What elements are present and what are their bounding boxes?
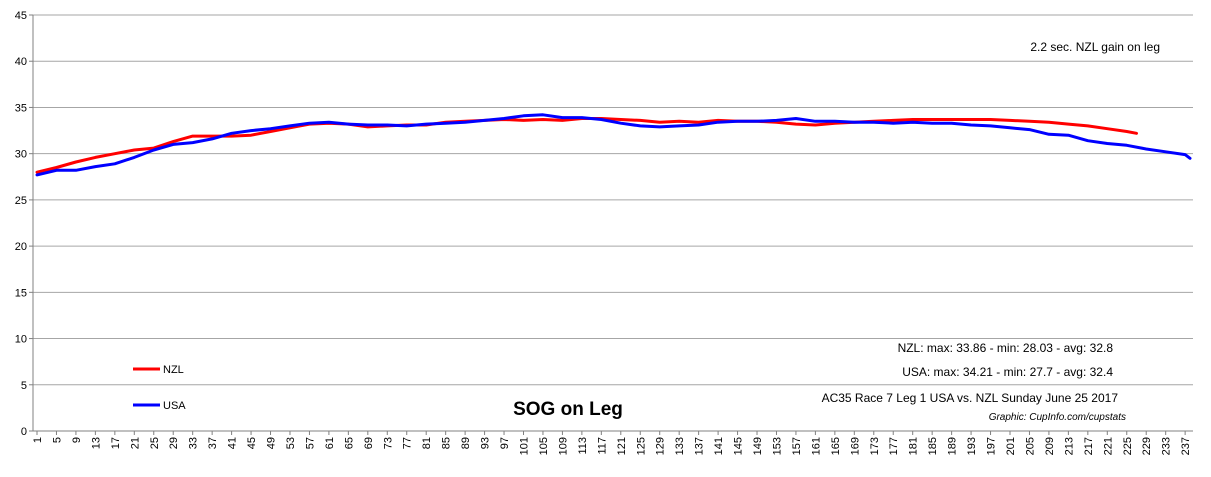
race-annotation: AC35 Race 7 Leg 1 USA vs. NZL Sunday Jun… [822, 391, 1119, 405]
y-tick-label-35: 35 [15, 102, 27, 114]
x-axis-ticks: 1 5 9 13 17 21 25 29 33 37 41 45 49 53 57 61 65 69 73 77 81 8… [32, 431, 1192, 455]
x-tick-label-173: 173 [869, 437, 881, 455]
x-tick-label-5: 5 [51, 437, 63, 443]
y-tick-label-5: 5 [21, 380, 27, 392]
x-tick-label-61: 61 [324, 437, 336, 449]
y-tick-label-15: 15 [15, 287, 27, 299]
x-tick-label-33: 33 [188, 437, 200, 449]
x-tick-label-85: 85 [441, 437, 453, 449]
x-tick-label-129: 129 [655, 437, 667, 455]
x-tick-label-213: 213 [1063, 437, 1075, 455]
x-tick-label-145: 145 [733, 437, 745, 455]
x-tick-label-117: 117 [596, 437, 608, 455]
x-tick-label-1: 1 [32, 437, 44, 443]
x-tick-label-169: 169 [849, 437, 861, 455]
gridlines [33, 14, 1193, 386]
x-tick-label-29: 29 [168, 437, 180, 449]
legend-label-nzl: NZL [163, 364, 184, 376]
chart-title: SOG on Leg [513, 399, 623, 420]
x-tick-label-69: 69 [363, 437, 375, 449]
x-tick-label-165: 165 [830, 437, 842, 455]
x-tick-label-21: 21 [129, 437, 141, 449]
x-tick-label-149: 149 [752, 437, 764, 455]
x-tick-label-221: 221 [1102, 437, 1114, 455]
x-tick-label-65: 65 [343, 437, 355, 449]
x-tick-label-201: 201 [1005, 437, 1017, 455]
legend: NZL USA [133, 364, 186, 412]
y-tick-label-20: 20 [15, 241, 27, 253]
axes [32, 15, 1193, 432]
x-tick-label-57: 57 [304, 437, 316, 449]
x-tick-label-141: 141 [713, 437, 725, 455]
x-tick-label-113: 113 [577, 437, 589, 455]
x-tick-label-121: 121 [616, 437, 628, 455]
x-tick-label-133: 133 [674, 437, 686, 455]
x-tick-label-137: 137 [694, 437, 706, 455]
x-tick-label-77: 77 [402, 437, 414, 449]
x-tick-label-9: 9 [71, 437, 83, 443]
x-tick-label-53: 53 [285, 437, 297, 449]
y-axis-ticks: 0 5 10 15 20 25 30 35 40 45 [15, 10, 33, 438]
y-tick-label-25: 25 [15, 195, 27, 207]
x-tick-label-237: 237 [1180, 437, 1192, 455]
x-tick-label-41: 41 [227, 437, 239, 449]
x-tick-label-101: 101 [518, 437, 530, 455]
x-tick-label-193: 193 [966, 437, 978, 455]
x-tick-label-13: 13 [90, 437, 102, 449]
x-tick-label-97: 97 [499, 437, 511, 449]
legend-label-usa: USA [163, 400, 186, 412]
x-tick-label-161: 161 [810, 437, 822, 455]
y-tick-label-0: 0 [21, 426, 27, 438]
gain-annotation: 2.2 sec. NZL gain on leg [1030, 40, 1160, 54]
x-tick-label-105: 105 [538, 437, 550, 455]
x-tick-label-181: 181 [908, 437, 920, 455]
usa-stats-annotation: USA: max: 34.21 - min: 27.7 - avg: 32.4 [902, 365, 1113, 379]
x-tick-label-185: 185 [927, 437, 939, 455]
y-tick-label-45: 45 [15, 10, 27, 22]
x-tick-label-177: 177 [888, 437, 900, 455]
x-tick-label-189: 189 [947, 437, 959, 455]
series-line-usa [35, 113, 1192, 177]
x-tick-label-49: 49 [266, 437, 278, 449]
x-tick-label-17: 17 [110, 437, 122, 449]
y-tick-label-30: 30 [15, 149, 27, 161]
y-tick-label-10: 10 [15, 334, 27, 346]
x-tick-label-205: 205 [1024, 437, 1036, 455]
x-tick-label-37: 37 [207, 437, 219, 449]
series-lines [35, 113, 1192, 177]
x-tick-label-81: 81 [421, 437, 433, 449]
nzl-stats-annotation: NZL: max: 33.86 - min: 28.03 - avg: 32.8 [898, 341, 1114, 355]
x-tick-label-233: 233 [1161, 437, 1173, 455]
x-tick-label-209: 209 [1044, 437, 1056, 455]
x-tick-label-73: 73 [382, 437, 394, 449]
x-tick-label-153: 153 [771, 437, 783, 455]
x-tick-label-229: 229 [1141, 437, 1153, 455]
x-tick-label-125: 125 [635, 437, 647, 455]
x-tick-label-45: 45 [246, 437, 258, 449]
x-tick-label-25: 25 [149, 437, 161, 449]
x-tick-label-157: 157 [791, 437, 803, 455]
x-tick-label-109: 109 [557, 437, 569, 455]
y-tick-label-40: 40 [15, 56, 27, 68]
x-tick-label-93: 93 [480, 437, 492, 449]
credit-annotation: Graphic: CupInfo.com/cupstats [989, 412, 1126, 423]
x-tick-label-217: 217 [1083, 437, 1095, 455]
x-tick-label-197: 197 [986, 437, 998, 455]
x-tick-label-89: 89 [460, 437, 472, 449]
x-tick-label-225: 225 [1122, 437, 1134, 455]
